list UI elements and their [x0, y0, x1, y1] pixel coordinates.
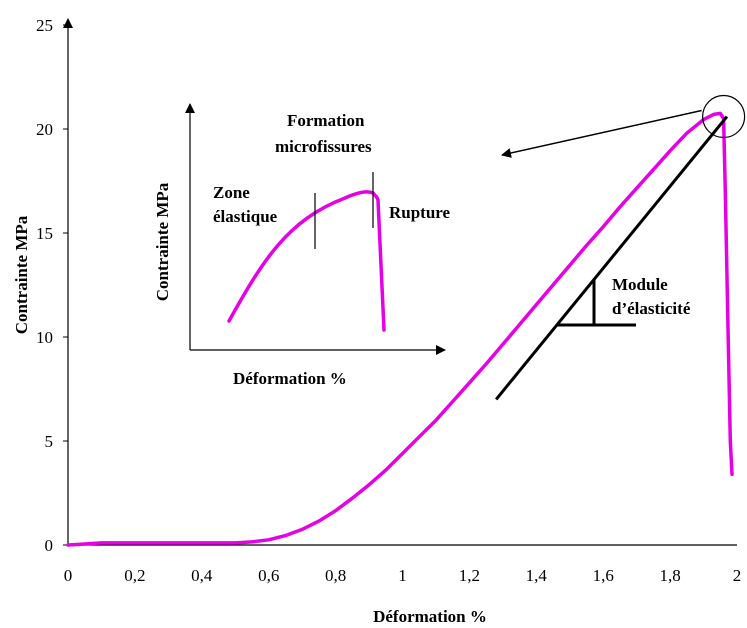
y-tick-label: 25 — [36, 16, 53, 35]
x-tick-label: 2 — [733, 566, 742, 585]
x-tick-label: 0,4 — [191, 566, 213, 585]
inset-zone-label-1: Zone — [213, 183, 250, 202]
x-tick-label: 1,2 — [459, 566, 480, 585]
x-tick-label: 1,8 — [659, 566, 680, 585]
rupture-point-circle — [702, 94, 746, 139]
inset-rupture-label: Rupture — [389, 203, 451, 222]
main-axes — [63, 18, 737, 546]
y-tick-label: 10 — [36, 328, 53, 347]
modulus-label-line-2: d’élasticité — [612, 299, 691, 318]
x-tick-label: 0,6 — [258, 566, 279, 585]
inset-diagram: Contrainte MPa Déformation % Zone élasti… — [153, 103, 451, 388]
zoom-arrow — [501, 109, 702, 158]
y-axis-label: Contrainte MPa — [12, 215, 31, 334]
y-tick-label: 5 — [45, 432, 54, 451]
y-tick-label: 20 — [36, 120, 53, 139]
x-tick-label: 0 — [64, 566, 73, 585]
inset-zone-label-2: élastique — [213, 207, 278, 226]
y-tick-label: 15 — [36, 224, 53, 243]
modulus-label-line-1: Module — [612, 275, 668, 294]
x-tick-label: 0,2 — [124, 566, 145, 585]
inset-formation-label-1: Formation — [287, 111, 365, 130]
x-tick-label: 0,8 — [325, 566, 346, 585]
stress-strain-curve — [66, 111, 734, 547]
x-tick-label: 1 — [398, 566, 407, 585]
modulus-tangent-line — [494, 115, 729, 401]
inset-y-axis-label: Contrainte MPa — [153, 182, 172, 301]
annotations: Module d’élasticité — [494, 94, 746, 401]
inset-curve — [227, 190, 386, 332]
inset-formation-label-2: microfissures — [275, 137, 372, 156]
series-layer — [66, 111, 734, 547]
x-axis-label: Déformation % — [373, 607, 487, 626]
x-tick-label: 1,4 — [526, 566, 548, 585]
y-tick-label: 0 — [45, 536, 54, 555]
x-tick-label: 1,6 — [593, 566, 614, 585]
inset-x-axis-label: Déformation % — [233, 369, 347, 388]
